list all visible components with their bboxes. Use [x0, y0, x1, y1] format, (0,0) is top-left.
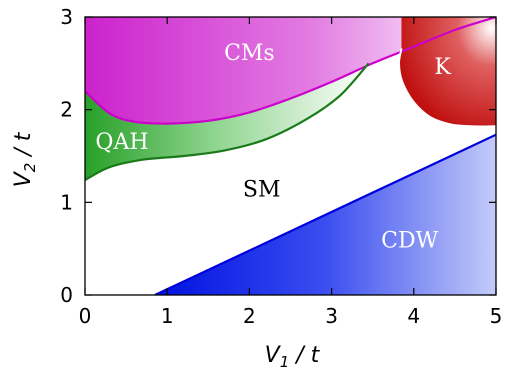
boundary-cms: [85, 17, 496, 125]
region-label-cdw: CDW: [381, 228, 438, 253]
x-axis-title: V1 / t: [265, 343, 321, 371]
x-tick-label: 5: [490, 304, 503, 328]
boundary-k: [397, 48, 496, 128]
region-cms: [85, 17, 496, 124]
y-tick-label: 0: [60, 283, 73, 307]
region-k: [398, 17, 496, 127]
plot-frame: [84, 16, 497, 296]
x-tick-label: 3: [325, 304, 338, 328]
region-label-qah: QAH: [95, 130, 148, 155]
y-tick-label: 1: [60, 190, 73, 214]
region-label-cms: CMs: [224, 41, 275, 66]
region-label-k: K: [434, 55, 451, 80]
region-label-sm: SM: [243, 177, 281, 202]
region-labels: CMs QAH K SM CDW: [95, 41, 451, 253]
x-tick-label: 0: [79, 304, 92, 328]
x-tick-label: 4: [407, 304, 420, 328]
y-axis-title: V2 / t: [11, 131, 39, 187]
x-tick-label: 1: [161, 304, 174, 328]
y-tick-label: 3: [60, 5, 73, 29]
x-tick-label: 2: [243, 304, 256, 328]
axis-ticks: 0 1 2 3 4 5 0 1 2 3: [60, 5, 502, 328]
y-tick-label: 2: [60, 98, 73, 122]
boundary-cdw: [154, 133, 496, 295]
boundary-qah: [85, 62, 370, 182]
region-qah: [85, 63, 369, 181]
